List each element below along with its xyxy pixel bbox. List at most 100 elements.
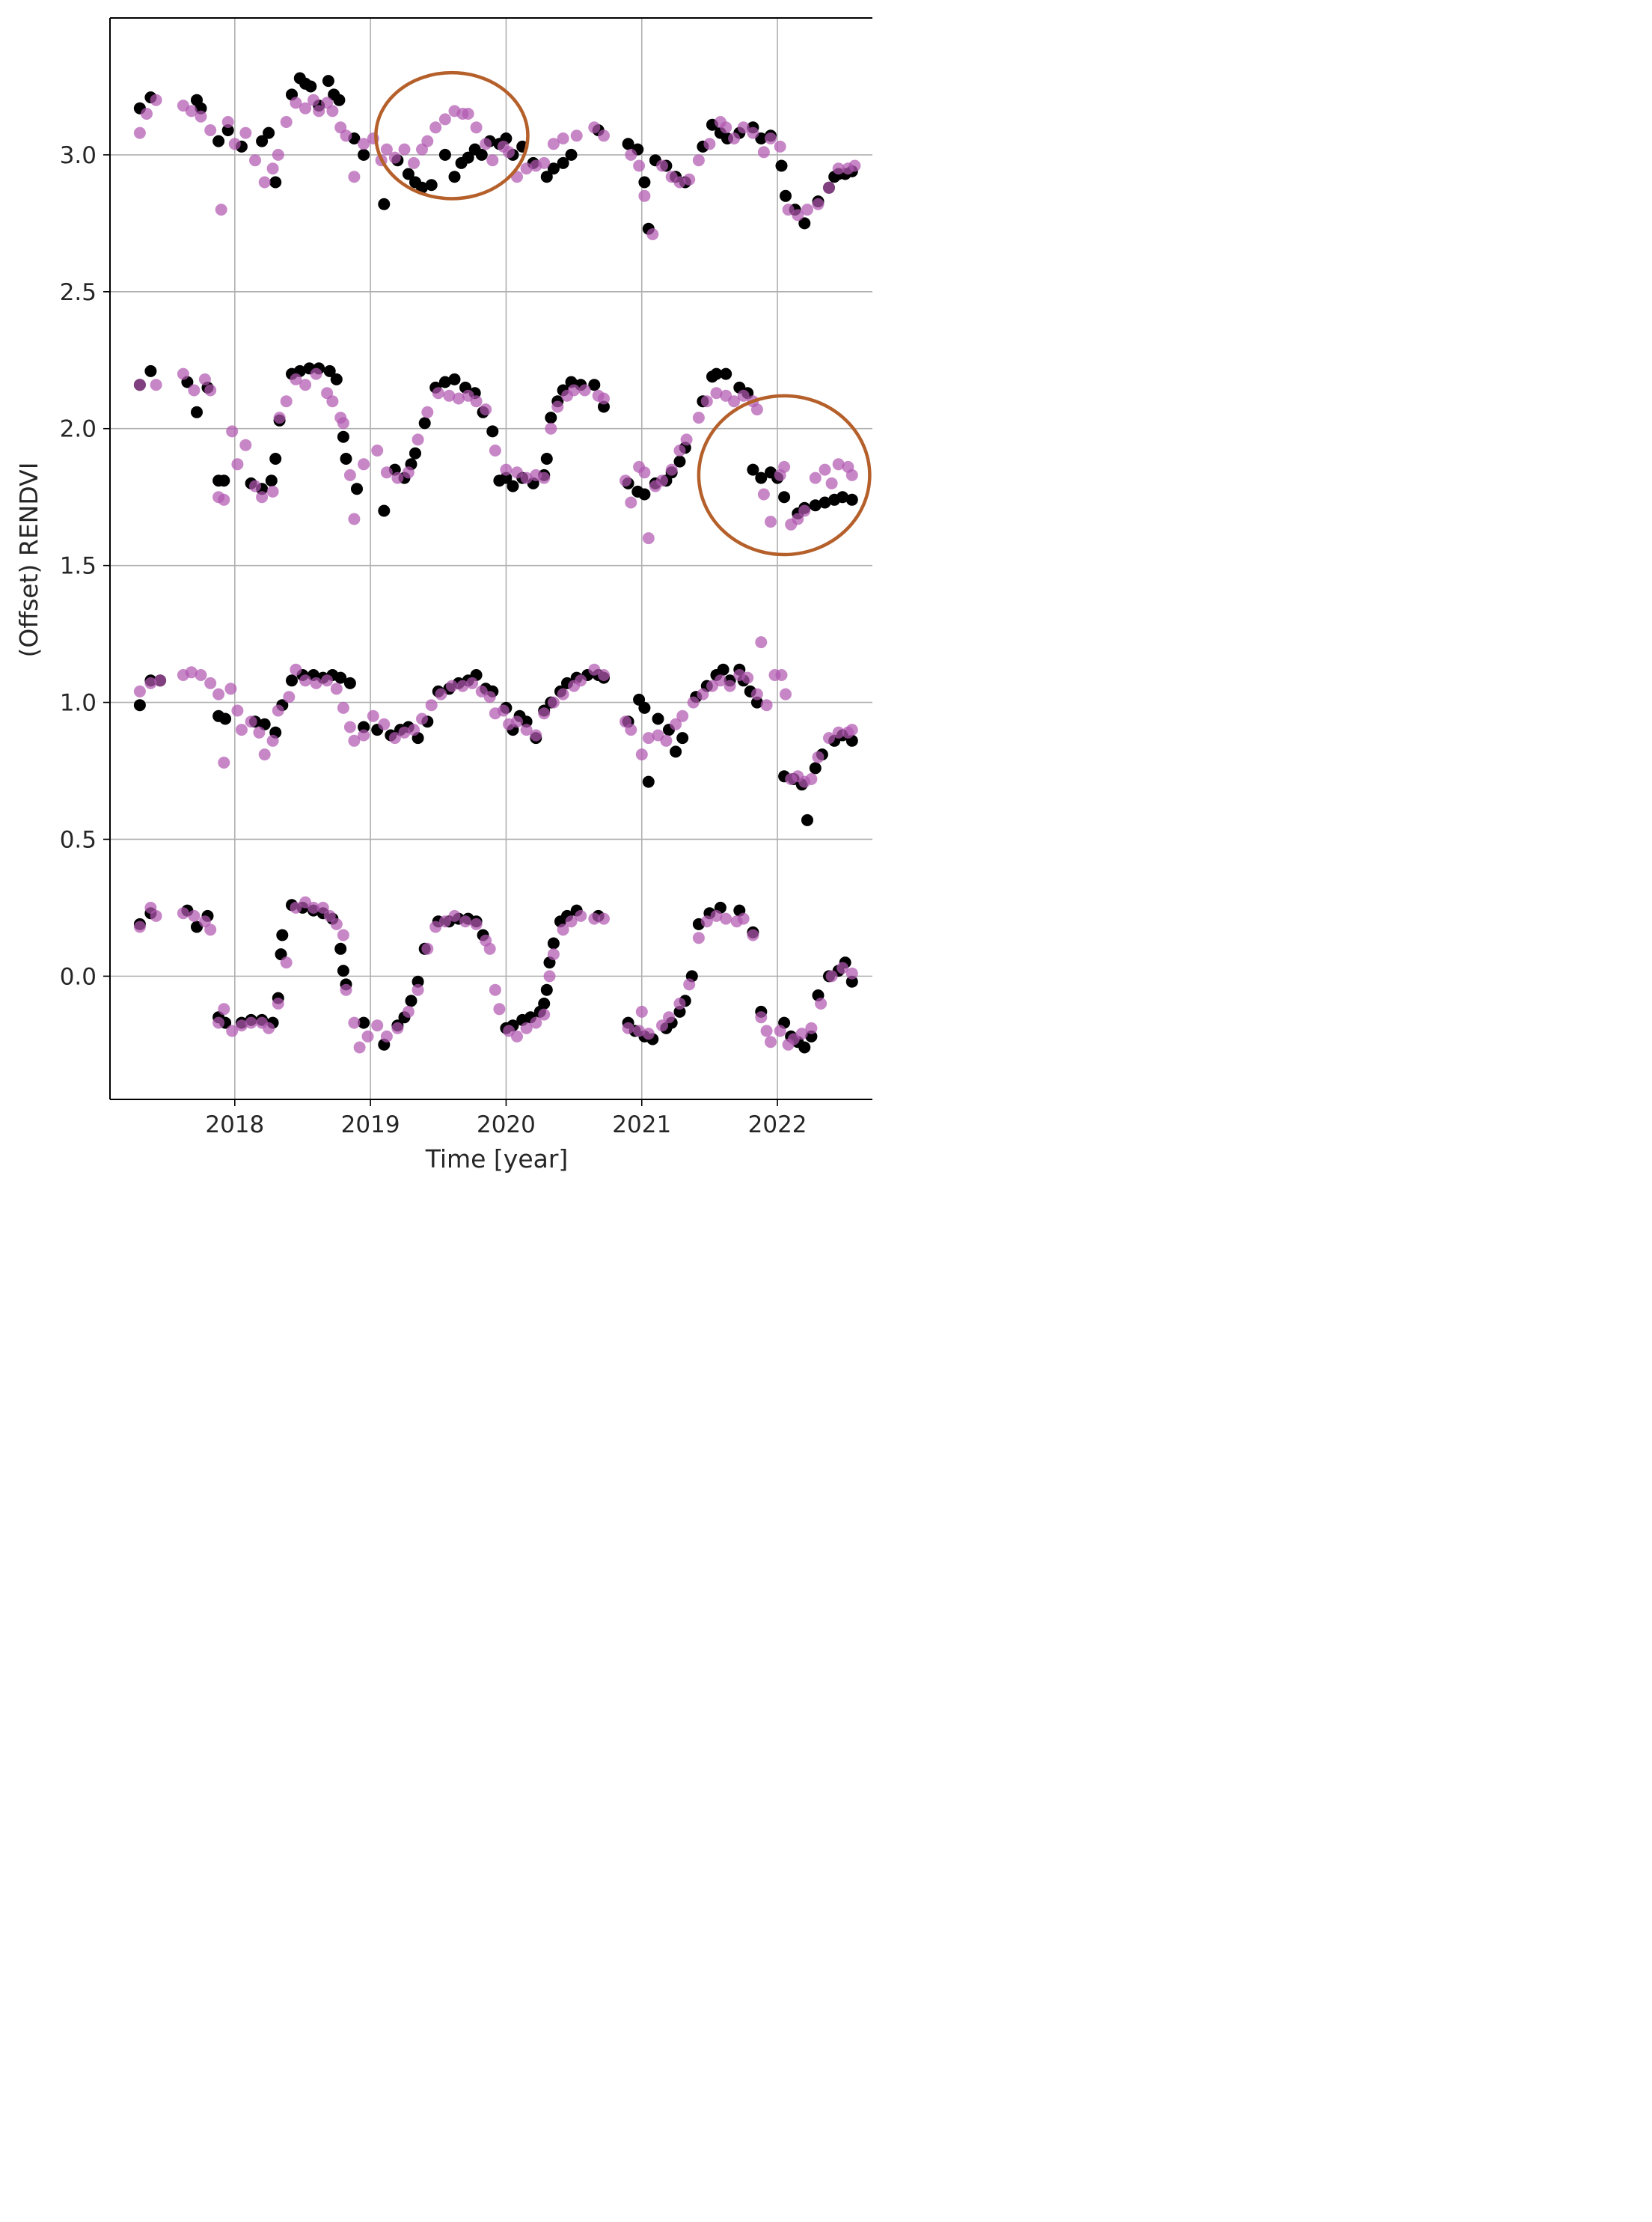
modeled-point — [819, 463, 831, 476]
modeled-point — [299, 102, 312, 115]
observed-point — [778, 491, 791, 504]
observed-point — [545, 412, 557, 424]
observed-point — [845, 493, 858, 506]
modeled-point — [620, 474, 631, 487]
modeled-point — [266, 162, 279, 175]
modeled-point — [633, 1025, 646, 1037]
modeled-point — [188, 384, 201, 397]
modeled-point — [330, 683, 343, 695]
modeled-point — [378, 718, 391, 730]
modeled-point — [353, 1041, 366, 1054]
observed-point — [378, 198, 391, 210]
modeled-point — [361, 1030, 374, 1043]
modeled-point — [692, 154, 705, 167]
modeled-point — [299, 379, 312, 391]
observed-point — [798, 217, 811, 230]
modeled-point — [245, 715, 257, 728]
modeled-point — [625, 724, 637, 736]
modeled-point — [747, 929, 759, 941]
modeled-point — [638, 466, 651, 479]
modeled-point — [551, 400, 564, 413]
modeled-point — [687, 696, 700, 709]
modeled-point — [448, 909, 461, 922]
observed-point — [269, 176, 282, 189]
modeled-point — [500, 463, 513, 476]
modeled-point — [154, 674, 167, 687]
modeled-point — [760, 699, 773, 712]
modeled-point — [714, 674, 726, 687]
modeled-point — [575, 674, 587, 687]
axes — [109, 17, 872, 1100]
modeled-point — [660, 734, 673, 747]
modeled-point — [825, 970, 838, 983]
observed-point — [448, 373, 461, 385]
y-tick-label: 1.5 — [60, 553, 97, 580]
modeled-point — [497, 704, 510, 717]
modeled-point — [801, 204, 813, 216]
modeled-point — [133, 126, 146, 139]
modeled-point — [388, 151, 401, 164]
observed-point — [775, 159, 788, 172]
modeled-point — [290, 901, 302, 914]
modeled-point — [480, 138, 492, 150]
modeled-point — [453, 392, 465, 405]
observed-point — [322, 75, 334, 88]
observed-point — [221, 124, 234, 136]
modeled-point — [792, 513, 804, 525]
modeled-point — [402, 466, 414, 479]
x-tick-label: 2018 — [205, 1111, 264, 1138]
observed-point — [219, 712, 232, 725]
modeled-point — [280, 395, 293, 408]
modeled-point — [470, 121, 483, 134]
modeled-point — [832, 162, 845, 175]
modeled-point — [412, 433, 424, 446]
modeled-point — [757, 488, 770, 501]
observed-point — [809, 499, 822, 512]
modeled-point — [774, 140, 786, 153]
modeled-point — [728, 132, 741, 144]
y-axis-label: (Offset) RENDVI — [14, 463, 43, 658]
modeled-point — [673, 998, 686, 1010]
modeled-point — [326, 105, 339, 117]
modeled-point — [177, 907, 189, 920]
observed-point — [565, 148, 578, 161]
observed-point — [305, 80, 317, 93]
modeled-point — [204, 384, 217, 397]
modeled-point — [226, 425, 239, 438]
modeled-point — [402, 1005, 414, 1018]
modeled-point — [625, 148, 637, 161]
modeled-point — [570, 129, 583, 142]
modeled-point — [782, 204, 795, 216]
modeled-point — [388, 732, 401, 745]
x-tick-label: 2019 — [341, 1111, 400, 1138]
modeled-point — [462, 108, 474, 120]
modeled-point — [348, 171, 361, 183]
observed-point — [358, 148, 370, 161]
modeled-point — [700, 915, 713, 928]
observed-point — [330, 373, 343, 385]
modeled-point — [710, 909, 723, 922]
modeled-point — [429, 921, 442, 933]
modeled-point — [765, 132, 777, 144]
modeled-point — [812, 198, 825, 210]
observed-point — [269, 453, 282, 465]
modeled-point — [358, 458, 370, 471]
modeled-point — [133, 921, 146, 933]
observed-point — [133, 699, 146, 712]
modeled-point — [737, 912, 750, 925]
modeled-point — [520, 162, 533, 175]
modeled-point — [258, 176, 271, 189]
observed-point — [673, 455, 686, 468]
modeled-point — [358, 138, 370, 150]
tick-labels: 2018 2019 2020 2021 2022 0.0 0.5 1.0 1.5 2.0 2.5 3.… — [60, 142, 807, 1138]
modeled-point — [150, 94, 162, 106]
modeled-point — [520, 1022, 533, 1034]
modeled-point — [845, 468, 858, 481]
scatter-chart: 2018 2019 2020 2021 2022 0.0 0.5 1.0 1.5 2.0 2.5 3.… — [0, 0, 872, 1173]
modeled-point — [280, 956, 293, 969]
modeled-point — [520, 471, 533, 484]
modeled-point — [421, 406, 434, 418]
modeled-point — [741, 671, 754, 684]
observed-point — [547, 162, 560, 175]
modeled-point — [231, 458, 244, 471]
